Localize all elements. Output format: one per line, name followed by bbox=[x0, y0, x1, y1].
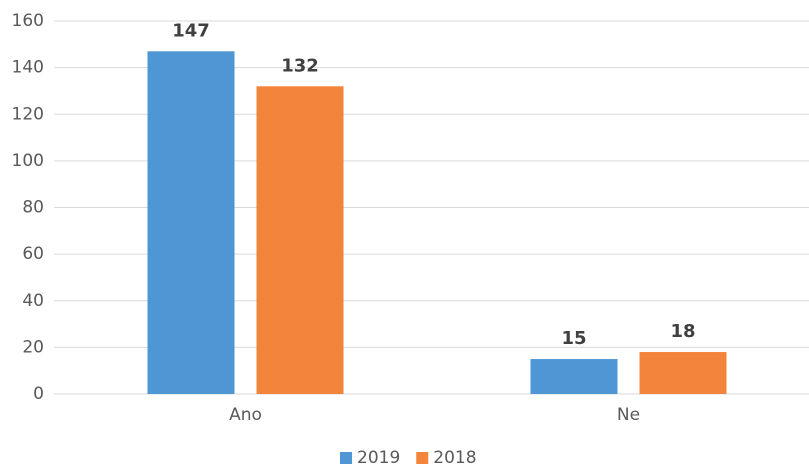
y-tick-label: 140 bbox=[12, 58, 44, 78]
y-tick-label: 0 bbox=[33, 384, 44, 404]
bar bbox=[639, 352, 727, 394]
legend-swatch bbox=[340, 452, 352, 464]
legend-label: 2019 bbox=[357, 448, 400, 467]
y-tick-label: 80 bbox=[22, 198, 44, 218]
bar bbox=[530, 359, 618, 394]
y-tick-label: 120 bbox=[12, 104, 44, 124]
y-tick-label: 60 bbox=[22, 244, 44, 264]
data-label: 18 bbox=[670, 321, 695, 342]
data-label: 15 bbox=[561, 328, 586, 349]
y-tick-label: 100 bbox=[12, 151, 44, 171]
y-tick-label: 20 bbox=[22, 337, 44, 357]
x-tick-label: Ne bbox=[617, 405, 640, 425]
bar bbox=[256, 86, 344, 395]
legend-swatch bbox=[416, 452, 429, 464]
x-tick-label: Ano bbox=[229, 405, 262, 425]
data-label: 147 bbox=[172, 20, 210, 41]
y-tick-label: 160 bbox=[12, 11, 44, 31]
bar bbox=[147, 51, 235, 395]
legend-label: 2018 bbox=[433, 448, 476, 467]
y-tick-label: 40 bbox=[22, 291, 44, 311]
data-label: 132 bbox=[281, 55, 319, 76]
